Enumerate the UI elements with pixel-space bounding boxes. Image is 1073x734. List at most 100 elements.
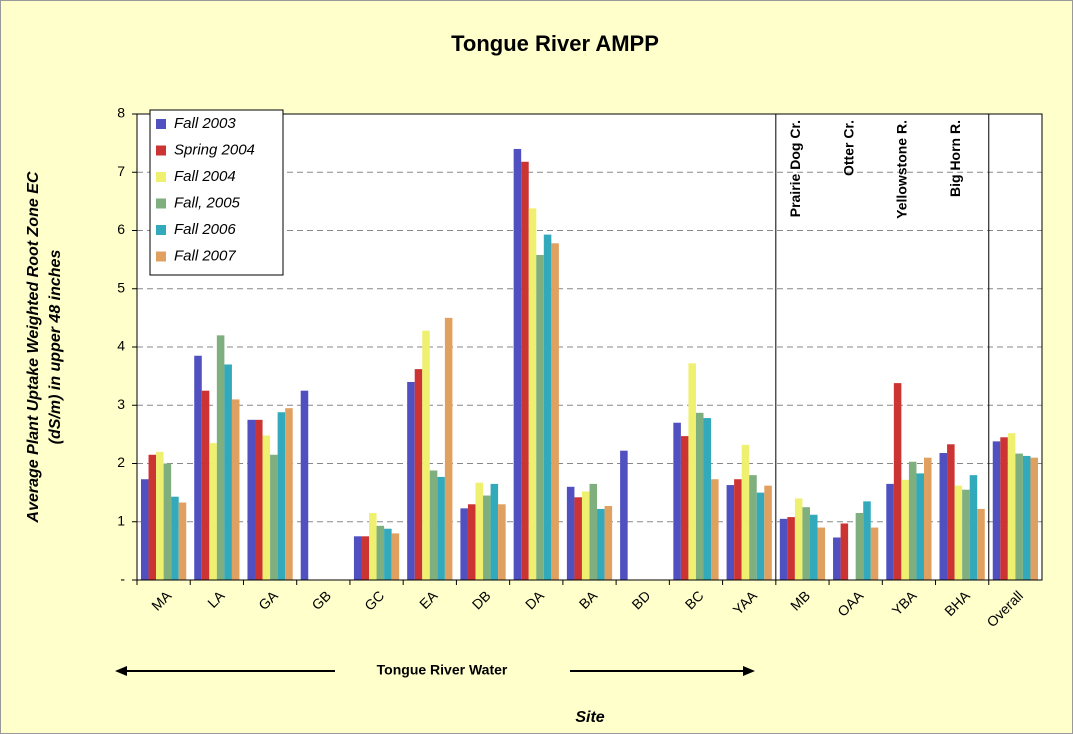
bar bbox=[391, 533, 400, 580]
bar bbox=[178, 502, 187, 580]
bar bbox=[262, 435, 271, 580]
bar bbox=[384, 528, 392, 580]
region-label: Tongue River Water bbox=[377, 662, 508, 678]
bar bbox=[369, 513, 377, 580]
bar bbox=[475, 482, 484, 580]
bar bbox=[893, 383, 902, 580]
bar bbox=[467, 504, 476, 580]
y-tick-label: 6 bbox=[117, 221, 125, 237]
bar bbox=[992, 441, 1001, 580]
bar bbox=[163, 463, 172, 580]
y-tick-label: - bbox=[120, 571, 125, 587]
bar bbox=[833, 537, 841, 580]
legend-swatch bbox=[156, 251, 166, 262]
legend-label: Fall 2003 bbox=[174, 115, 236, 132]
bar bbox=[528, 208, 537, 581]
y-tick-label: 4 bbox=[117, 338, 125, 354]
bar bbox=[589, 483, 598, 580]
legend-label: Fall 2007 bbox=[174, 247, 236, 264]
y-tick-label: 3 bbox=[117, 396, 125, 412]
bar bbox=[695, 412, 704, 580]
bar bbox=[756, 492, 765, 580]
bar bbox=[787, 517, 795, 580]
bar bbox=[886, 483, 894, 580]
y-axis-label: Average Plant Uptake Weighted Root Zone … bbox=[25, 171, 42, 523]
plot-border bbox=[136, 113, 1043, 581]
legend-label: Fall, 2005 bbox=[174, 194, 241, 211]
bar bbox=[817, 527, 826, 580]
legend-swatch bbox=[156, 198, 166, 209]
bar bbox=[947, 444, 955, 580]
annotation: Prairie Dog Cr. bbox=[787, 120, 803, 217]
bar bbox=[551, 243, 559, 580]
bar bbox=[209, 443, 217, 580]
bar bbox=[908, 461, 917, 580]
bar bbox=[726, 485, 735, 580]
bar bbox=[673, 422, 681, 580]
bar bbox=[255, 419, 263, 580]
bar bbox=[794, 498, 803, 580]
bar bbox=[277, 412, 286, 580]
bar bbox=[566, 486, 575, 580]
annotation: Yellowstone R. bbox=[894, 120, 910, 219]
bar bbox=[901, 479, 909, 580]
bar bbox=[422, 330, 430, 580]
bar bbox=[916, 473, 924, 580]
bar bbox=[270, 454, 278, 580]
bar bbox=[1007, 433, 1016, 580]
chart-title: Tongue River AMPP bbox=[451, 31, 659, 56]
bar bbox=[1000, 437, 1008, 580]
bar bbox=[923, 457, 932, 580]
legend-label: Fall 2004 bbox=[174, 168, 236, 185]
bar bbox=[962, 489, 970, 580]
bar bbox=[855, 513, 864, 580]
y-tick-label: 7 bbox=[117, 163, 125, 179]
y-tick-label: 5 bbox=[117, 279, 125, 295]
bar bbox=[353, 536, 362, 580]
bar bbox=[300, 390, 309, 580]
bar bbox=[536, 254, 544, 580]
bar bbox=[764, 485, 772, 580]
annotation: Big Horn R. bbox=[947, 120, 963, 197]
legend: Fall 2003 Spring 2004 Fall 2004 Fall, 2005 F… bbox=[149, 109, 284, 276]
bar bbox=[148, 454, 157, 580]
bar bbox=[247, 419, 256, 580]
bar bbox=[414, 369, 423, 580]
bar bbox=[498, 504, 506, 580]
bar bbox=[802, 507, 810, 580]
bar bbox=[680, 436, 689, 580]
bar bbox=[939, 453, 948, 580]
bar bbox=[703, 418, 712, 580]
y-tick-label: 2 bbox=[117, 454, 125, 470]
bar bbox=[604, 506, 613, 580]
bar bbox=[1030, 457, 1039, 580]
bar bbox=[376, 525, 385, 580]
bar bbox=[444, 317, 453, 580]
bar bbox=[977, 508, 985, 580]
bar bbox=[711, 479, 719, 580]
bar bbox=[407, 381, 415, 580]
legend-box bbox=[149, 109, 284, 276]
bar bbox=[224, 364, 232, 580]
legend-swatch bbox=[156, 145, 166, 156]
legend-swatch bbox=[156, 119, 166, 129]
bar bbox=[201, 390, 210, 580]
bar bbox=[574, 497, 582, 580]
bar bbox=[1022, 455, 1031, 580]
bar bbox=[749, 475, 757, 580]
bar bbox=[216, 335, 225, 580]
bar bbox=[809, 514, 818, 580]
legend-label: Fall 2006 bbox=[174, 221, 236, 238]
bar bbox=[870, 527, 879, 580]
bar bbox=[361, 536, 370, 580]
bar bbox=[437, 476, 445, 580]
bar bbox=[734, 479, 742, 580]
annotation: Otter Cr. bbox=[840, 120, 856, 176]
region-arrows bbox=[115, 666, 755, 676]
bar bbox=[429, 470, 438, 580]
bar bbox=[1015, 453, 1023, 580]
bar bbox=[954, 485, 963, 580]
y-tick-label: 8 bbox=[117, 105, 125, 121]
bar bbox=[460, 508, 468, 580]
